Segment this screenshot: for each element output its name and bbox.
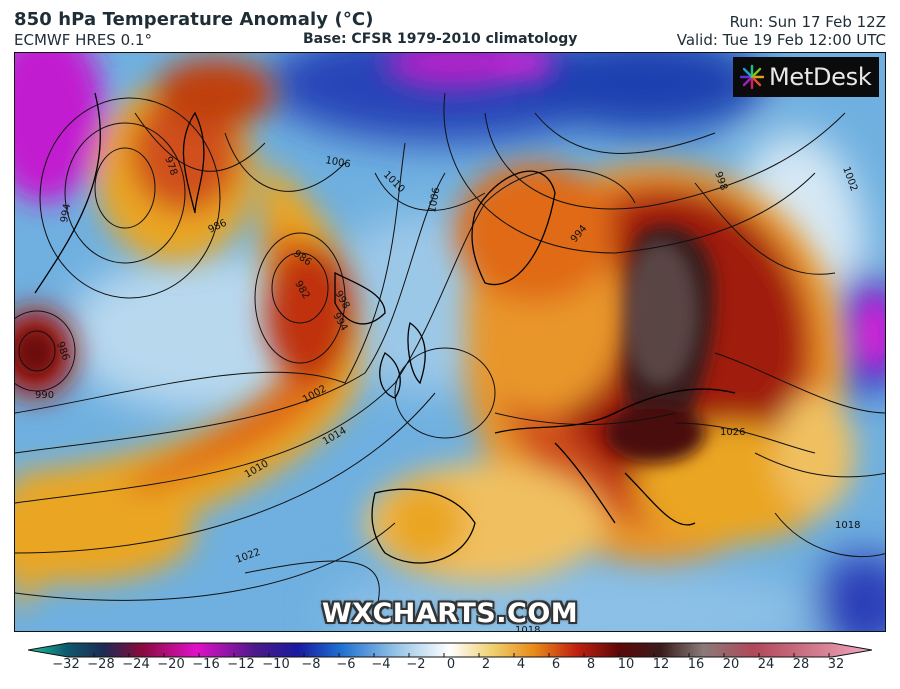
svg-text:990: 990 bbox=[35, 390, 54, 401]
colorbar-tick: 20 bbox=[722, 657, 740, 672]
svg-text:1018: 1018 bbox=[835, 520, 860, 531]
chart-title: 850 hPa Temperature Anomaly (°C) bbox=[14, 9, 374, 30]
valid-time-label: Valid: Tue 19 Feb 12:00 UTC bbox=[676, 31, 886, 49]
colorbar-tick: 24 bbox=[757, 657, 775, 672]
colorbar-tick: −16 bbox=[192, 657, 220, 672]
colorbar-tick: −28 bbox=[87, 657, 115, 672]
colorbar-tick: 6 bbox=[551, 657, 561, 672]
metdesk-logo: MetDesk bbox=[733, 57, 879, 97]
colorbar-tick: 0 bbox=[446, 657, 456, 672]
colorbar-tick: −32 bbox=[52, 657, 80, 672]
colorbar-tick: −12 bbox=[227, 657, 255, 672]
svg-text:994: 994 bbox=[59, 203, 73, 224]
svg-text:1026: 1026 bbox=[720, 427, 745, 438]
colorbar-tick-labels: −32 −28 −24 −20 −16 −12 −10 −8 −6 −4 −2 … bbox=[0, 657, 900, 673]
metdesk-burst-icon bbox=[739, 64, 765, 90]
colorbar-tick: 28 bbox=[792, 657, 810, 672]
colorbar-tick: −24 bbox=[122, 657, 150, 672]
coastlines bbox=[34, 92, 736, 564]
climatology-base-label: Base: CFSR 1979-2010 climatology bbox=[303, 31, 578, 47]
model-label: ECMWF HRES 0.1° bbox=[14, 31, 152, 49]
colorbar-tick: −8 bbox=[301, 657, 321, 672]
svg-text:1018: 1018 bbox=[515, 625, 540, 632]
colorbar-tick: −2 bbox=[406, 657, 426, 672]
wxcharts-watermark: WXCHARTS.COM bbox=[321, 598, 579, 629]
colorbar-tick: −20 bbox=[157, 657, 185, 672]
isobar-lines bbox=[15, 92, 885, 614]
anomaly-field: 978 986 994 986 982 998 994 1006 1010 10… bbox=[15, 53, 885, 632]
colorbar-tick: 4 bbox=[516, 657, 526, 672]
colorbar-tick: −10 bbox=[262, 657, 290, 672]
colorbar-tick: −4 bbox=[371, 657, 391, 672]
colorbar-tick: 8 bbox=[586, 657, 596, 672]
run-time-label: Run: Sun 17 Feb 12Z bbox=[729, 13, 886, 31]
temperature-anomaly-map[interactable]: 978 986 994 986 982 998 994 1006 1010 10… bbox=[14, 52, 886, 632]
metdesk-logo-text: MetDesk bbox=[769, 63, 872, 91]
colorbar-tick: −6 bbox=[336, 657, 356, 672]
svg-text:1006: 1006 bbox=[324, 155, 351, 170]
colorbar-tick: 16 bbox=[687, 657, 705, 672]
colorbar-tick: 32 bbox=[827, 657, 845, 672]
colorbar-tick: 2 bbox=[481, 657, 491, 672]
colorbar bbox=[28, 642, 872, 658]
svg-text:1006: 1006 bbox=[427, 187, 442, 214]
colorbar-tick: 12 bbox=[652, 657, 670, 672]
colorbar-tick: 10 bbox=[617, 657, 635, 672]
